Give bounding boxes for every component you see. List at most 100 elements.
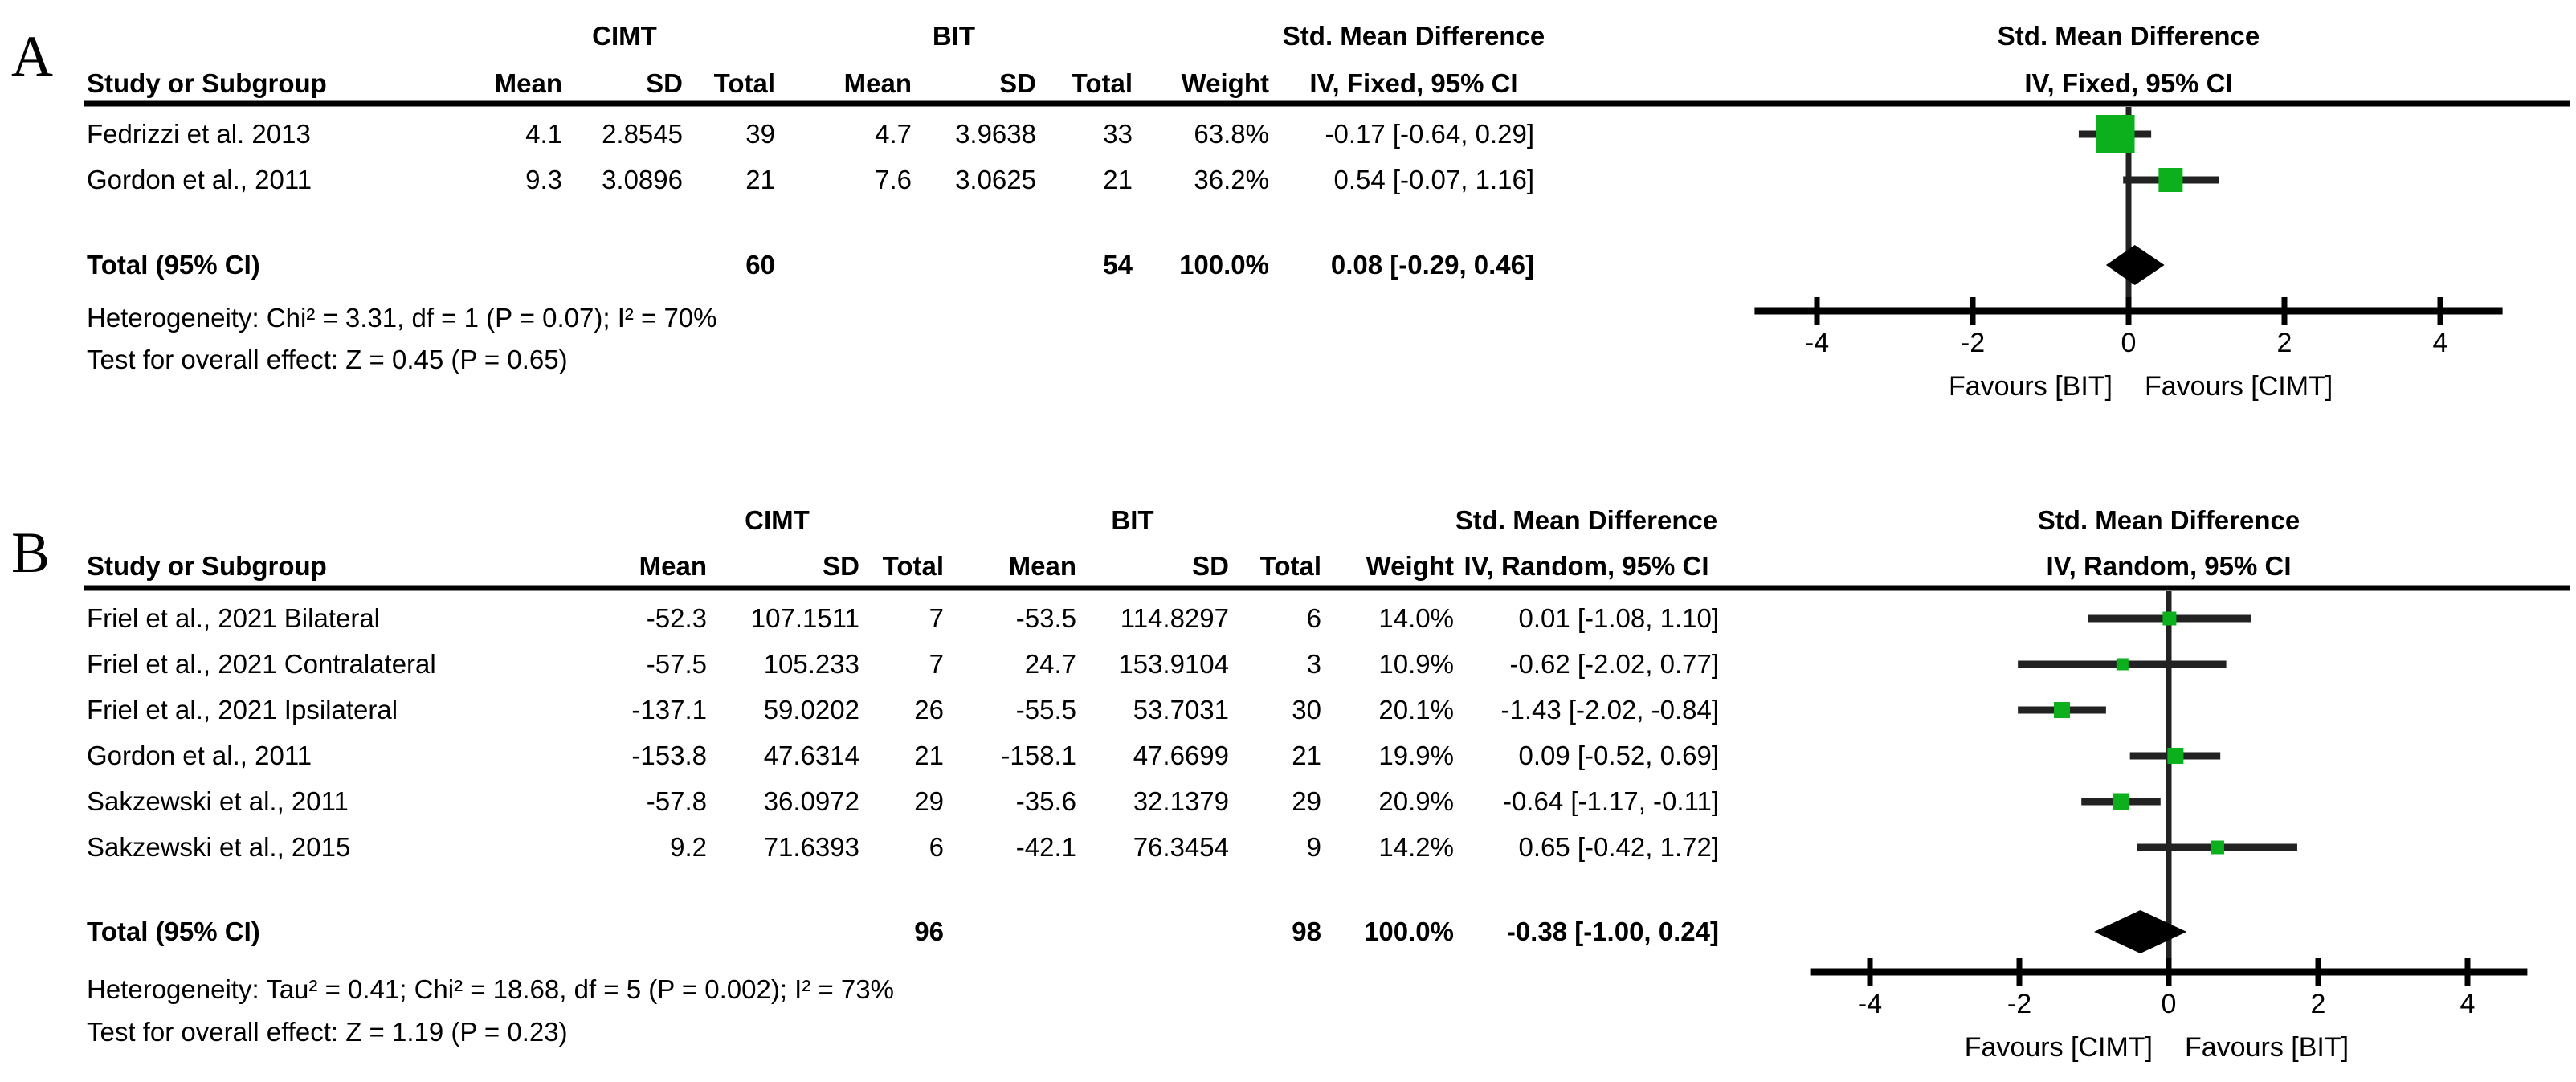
favours-left-label-b: Favours [CIMT] [1964, 1032, 2153, 1063]
table-row-b-3-t1: 21 [914, 741, 944, 770]
plot-header-smd-a: Std. Mean Difference [1997, 21, 2260, 51]
table-row-a-0-m1: 4.1 [525, 119, 562, 149]
overall-effect-line-a: Test for overall effect: Z = 0.45 (P = 0… [87, 345, 568, 374]
table-row-b-3-ci: 0.09 [-0.52, 0.69] [1518, 741, 1719, 770]
table-row-b-4-m2: -35.6 [1015, 786, 1076, 816]
tick-label-b-2: 2 [2310, 989, 2326, 1019]
plot-header-model-a: IV, Fixed, 95% CI [2024, 68, 2233, 98]
table-row-b-3-sd2: 47.6699 [1133, 741, 1229, 770]
table-row-b-4-study: Sakzewski et al., 2011 [87, 786, 349, 816]
favours-left-label-a: Favours [BIT] [1948, 371, 2113, 402]
mean-square-b-1 [2116, 658, 2129, 671]
tick-label-a-4: 4 [2432, 328, 2448, 358]
total-ci-a: 0.08 [-0.29, 0.46] [1330, 250, 1534, 280]
column-header-sd1-a: SD [646, 68, 683, 98]
total-t1-b: 96 [914, 917, 944, 946]
table-row-b-2-ci: -1.43 [-2.02, -0.84] [1500, 695, 1720, 725]
tick-label-a--4: -4 [1804, 328, 1830, 358]
table-row-b-0-study: Friel et al., 2021 Bilateral [87, 603, 381, 633]
table-row-b-3-w: 19.9% [1378, 741, 1454, 770]
table-row-b-4-w: 20.9% [1378, 786, 1454, 816]
table-row-b-2-sd1: 59.0202 [763, 695, 859, 725]
pooled-diamond-b [2094, 910, 2187, 953]
table-row-b-2-w: 20.1% [1378, 695, 1454, 725]
table-row-b-2-t1: 26 [914, 695, 944, 725]
column-header-study-b: Study or Subgroup [87, 551, 327, 581]
table-row-b-3-m2: -158.1 [1001, 741, 1076, 770]
table-row-b-5-sd1: 71.6393 [763, 832, 859, 862]
total-t1-a: 60 [745, 250, 775, 280]
tick-label-a-0: 0 [2121, 328, 2137, 358]
mean-square-b-5 [2210, 840, 2224, 855]
table-row-b-1-study: Friel et al., 2021 Contralateral [87, 649, 436, 679]
group-header-smd-a: Std. Mean Difference [1282, 21, 1545, 51]
table-row-a-1-sd1: 3.0896 [602, 165, 683, 194]
table-row-b-5-study: Sakzewski et al., 2015 [87, 832, 351, 862]
table-row-a-1-t1: 21 [745, 165, 775, 194]
table-row-b-3-t2: 21 [1292, 741, 1321, 770]
table-row-b-1-m1: -57.5 [646, 649, 707, 679]
table-row-b-3-study: Gordon et al., 2011 [87, 741, 312, 770]
mean-square-b-0 [2162, 611, 2177, 626]
table-row-b-1-sd1: 105.233 [763, 649, 859, 679]
column-header-w-b: Weight [1366, 551, 1454, 581]
table-row-b-1-w: 10.9% [1378, 649, 1454, 679]
table-row-b-2-sd2: 53.7031 [1133, 695, 1229, 725]
table-row-a-0-t2: 33 [1103, 119, 1133, 149]
table-row-b-0-m2: -53.5 [1015, 603, 1076, 633]
table-row-b-4-ci: -0.64 [-1.17, -0.11] [1502, 786, 1719, 816]
table-row-a-1-t2: 21 [1103, 165, 1133, 194]
table-row-a-1-m1: 9.3 [525, 165, 562, 194]
column-header-t2-a: Total [1071, 68, 1133, 98]
total-w-a: 100.0% [1179, 250, 1269, 280]
table-row-b-0-t1: 7 [929, 603, 944, 633]
table-row-a-0-m2: 4.7 [875, 119, 912, 149]
mean-square-a-1 [2158, 168, 2183, 192]
tick-label-b-0: 0 [2161, 989, 2177, 1019]
total-t2-b: 98 [1292, 917, 1321, 946]
tick-label-a-2: 2 [2276, 328, 2292, 358]
table-row-b-4-t1: 29 [914, 786, 944, 816]
column-header-effect-a: IV, Fixed, 95% CI [1309, 68, 1518, 98]
table-row-a-1-w: 36.2% [1194, 165, 1269, 194]
column-header-w-a: Weight [1181, 68, 1269, 98]
table-row-b-0-sd1: 107.1511 [750, 603, 859, 633]
table-row-b-5-t1: 6 [929, 832, 944, 862]
table-row-a-0-w: 63.8% [1194, 119, 1269, 149]
table-row-a-1-study: Gordon et al., 2011 [87, 165, 312, 194]
heterogeneity-line-a: Heterogeneity: Chi² = 3.31, df = 1 (P = … [87, 303, 717, 333]
group-header-cimt-b: CIMT [745, 505, 810, 535]
tick-label-a--2: -2 [1960, 328, 1986, 358]
column-header-effect-b: IV, Random, 95% CI [1464, 551, 1709, 581]
column-header-t1-b: Total [882, 551, 944, 581]
table-row-b-4-m1: -57.8 [646, 786, 707, 816]
column-header-t2-b: Total [1259, 551, 1321, 581]
column-header-sd1-b: SD [823, 551, 859, 581]
table-row-b-5-w: 14.2% [1378, 832, 1454, 862]
table-row-b-0-m1: -52.3 [646, 603, 707, 633]
tick-label-b--2: -2 [2007, 989, 2032, 1019]
table-row-b-0-sd2: 114.8297 [1120, 603, 1229, 633]
column-header-m1-b: Mean [639, 551, 707, 581]
table-row-a-0-sd2: 3.9638 [955, 119, 1036, 149]
table-row-b-0-ci: 0.01 [-1.08, 1.10] [1518, 603, 1719, 633]
total-t2-a: 54 [1103, 250, 1133, 280]
table-row-b-2-study: Friel et al., 2021 Ipsilateral [87, 695, 398, 725]
table-row-b-5-ci: 0.65 [-0.42, 1.72] [1518, 832, 1719, 862]
table-row-b-1-ci: -0.62 [-2.02, 0.77] [1509, 649, 1719, 679]
table-row-b-5-sd2: 76.3454 [1133, 832, 1229, 862]
table-row-b-1-sd2: 153.9104 [1118, 649, 1229, 679]
group-header-cimt-a: CIMT [592, 21, 657, 51]
table-row-b-3-m1: -153.8 [631, 741, 707, 770]
table-row-b-0-t2: 6 [1306, 603, 1321, 633]
table-row-b-2-m1: -137.1 [631, 695, 707, 725]
table-row-b-1-t1: 7 [929, 649, 944, 679]
group-header-smd-b: Std. Mean Difference [1455, 505, 1718, 535]
mean-square-b-4 [2112, 793, 2129, 810]
column-header-sd2-a: SD [999, 68, 1036, 98]
table-row-a-0-ci: -0.17 [-0.64, 0.29] [1325, 119, 1534, 149]
mean-square-b-2 [2054, 702, 2071, 718]
table-row-b-4-t2: 29 [1292, 786, 1321, 816]
table-row-a-0-sd1: 2.8545 [602, 119, 683, 149]
